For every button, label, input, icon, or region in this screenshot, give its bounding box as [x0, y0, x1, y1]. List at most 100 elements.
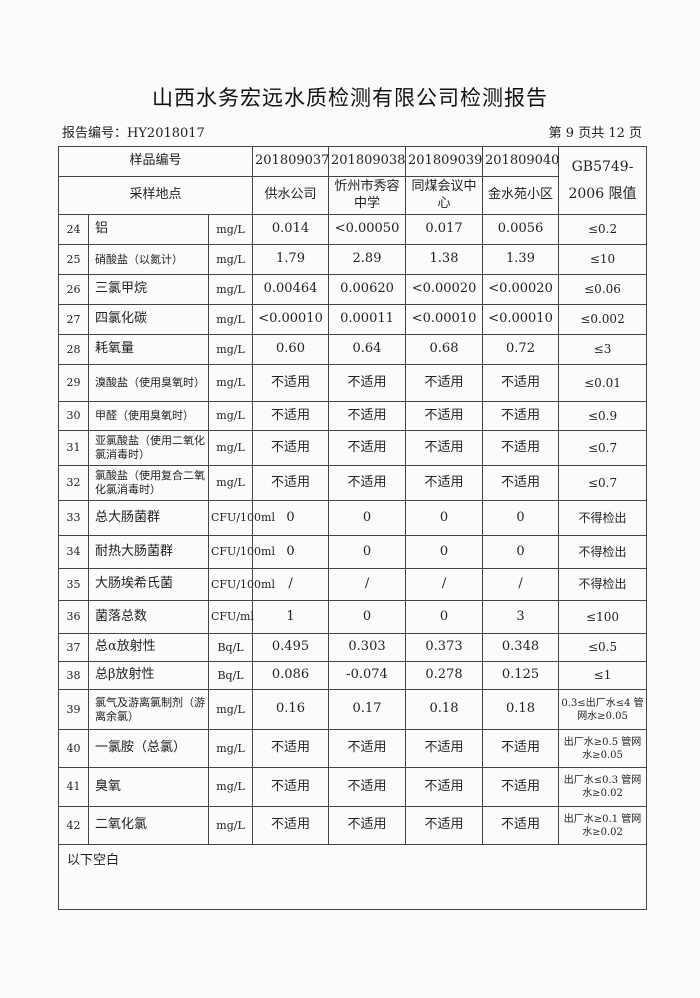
result-value: 3 — [482, 600, 560, 634]
result-value: <0.00010 — [482, 304, 560, 335]
item-unit: mg/L — [207, 767, 254, 807]
limit-value: ≤3 — [558, 334, 648, 365]
item-name: 亚氯酸盐（使用二氧化氯消毒时） — [88, 430, 209, 466]
item-name: 菌落总数 — [88, 600, 209, 634]
table-row: 33 总大肠菌群 CFU/100ml 0 0 0 0 不得检出 — [58, 500, 648, 536]
item-unit: mg/L — [207, 334, 254, 365]
item-unit: mg/L — [207, 274, 254, 305]
result-value: 不适用 — [482, 767, 560, 807]
sample-no: 201809038 — [328, 146, 407, 177]
item-number: 26 — [58, 274, 89, 305]
result-value: 不适用 — [328, 401, 407, 431]
item-unit: mg/L — [207, 244, 254, 275]
item-unit: CFU/100ml — [207, 500, 275, 536]
result-value: <0.00010 — [405, 304, 484, 335]
result-value: 不适用 — [328, 430, 407, 466]
result-value: 0.17 — [328, 689, 407, 730]
item-unit: CFU/ml — [207, 600, 254, 634]
table-row: 32 氯酸盐（使用复合二氧化氯消毒时） mg/L 不适用 不适用 不适用 不适用 ≤0.7 — [58, 465, 648, 501]
result-value: 0 — [328, 535, 407, 569]
item-number: 28 — [58, 334, 89, 365]
limit-value: 不得检出 — [558, 500, 648, 536]
result-value: 不适用 — [405, 430, 484, 466]
item-number: 40 — [58, 729, 89, 768]
result-value: 不适用 — [328, 767, 407, 807]
result-value: 0.278 — [405, 661, 484, 690]
item-number: 42 — [58, 806, 89, 845]
note-row: 以下空白 — [57, 844, 648, 910]
result-value: 不适用 — [252, 465, 330, 501]
result-value: 2.89 — [328, 244, 407, 275]
limit-value: 0.3≤出厂水≤4 管网水≥0.05 — [558, 689, 648, 730]
table-row: 39 氯气及游离氯制剂（游离余氯） mg/L 0.16 0.17 0.18 0.18 0.3≤… — [58, 689, 648, 730]
result-value: 不适用 — [328, 364, 407, 402]
limit-header: GB5749-2006 限值 — [558, 146, 648, 215]
result-value: 0.017 — [405, 214, 484, 245]
table-row: 41 臭氧 mg/L 不适用 不适用 不适用 不适用 出厂水≤0.3 管网水≥0.02 — [58, 767, 648, 807]
result-value: 不适用 — [405, 767, 484, 807]
item-unit: mg/L — [207, 364, 254, 402]
result-value: 0.18 — [405, 689, 484, 730]
table-row: 29 溴酸盐（使用臭氧时） mg/L 不适用 不适用 不适用 不适用 ≤0.01 — [58, 364, 648, 402]
limit-value: 不得检出 — [558, 535, 648, 569]
location-label: 采样地点 — [57, 176, 254, 215]
item-unit: CFU/100ml — [207, 535, 275, 569]
item-unit: mg/L — [207, 304, 254, 335]
location: 忻州市秀容中学 — [328, 176, 407, 215]
item-name: 铝 — [88, 214, 209, 245]
item-unit: CFU/100ml — [207, 568, 275, 601]
result-value: 不适用 — [482, 430, 560, 466]
item-name: 耐热大肠菌群 — [88, 535, 209, 569]
item-number: 24 — [58, 214, 89, 245]
item-unit: mg/L — [207, 806, 254, 845]
table-row: 28 耗氧量 mg/L 0.60 0.64 0.68 0.72 ≤3 — [58, 334, 648, 365]
result-value: 1 — [252, 600, 330, 634]
result-value: 不适用 — [482, 364, 560, 402]
result-value: 不适用 — [482, 465, 560, 501]
item-name: 硝酸盐（以氮计） — [88, 244, 209, 275]
result-value: 不适用 — [482, 729, 560, 768]
item-number: 32 — [58, 465, 89, 501]
result-value: 0.373 — [405, 633, 484, 662]
result-value: 0.348 — [482, 633, 560, 662]
result-value: 0 — [328, 500, 407, 536]
item-number: 33 — [58, 500, 89, 536]
result-value: 0 — [405, 600, 484, 634]
item-unit: mg/L — [207, 729, 254, 768]
result-value: <0.00020 — [405, 274, 484, 305]
result-value: 0.00464 — [252, 274, 330, 305]
item-name: 一氯胺（总氯） — [88, 729, 209, 768]
limit-value: ≤1 — [558, 661, 648, 690]
limit-value: ≤0.002 — [558, 304, 648, 335]
sample-no-row: 样品编号 201809037 201809038 201809039 20180… — [57, 146, 648, 215]
table-row: 40 一氯胺（总氯） mg/L 不适用 不适用 不适用 不适用 出厂水≥0.5 管网水≥0.0… — [58, 729, 648, 768]
report-number: 报告编号：HY2018017 — [62, 126, 205, 141]
result-value: 0.0056 — [482, 214, 560, 245]
page-info: 第 9 页共 12 页 — [548, 126, 642, 141]
item-number: 34 — [58, 535, 89, 569]
item-number: 38 — [58, 661, 89, 690]
limit-value: ≤10 — [558, 244, 648, 275]
table-row: 38 总β放射性 Bq/L 0.086 -0.074 0.278 0.125 ≤1 — [58, 661, 648, 690]
item-number: 35 — [58, 568, 89, 601]
result-value: <0.00050 — [328, 214, 407, 245]
item-unit: mg/L — [207, 214, 254, 245]
result-value: <0.00010 — [252, 304, 330, 335]
result-value: 不适用 — [328, 806, 407, 845]
table-row: 24 铝 mg/L 0.014 <0.00050 0.017 0.0056 ≤0.2 — [58, 214, 648, 245]
item-number: 41 — [58, 767, 89, 807]
result-value: 不适用 — [252, 430, 330, 466]
note-text: 以下空白 — [57, 844, 648, 910]
result-value: 不适用 — [252, 729, 330, 768]
result-value: 不适用 — [405, 465, 484, 501]
limit-value: ≤0.01 — [558, 364, 648, 402]
result-value: 0.16 — [252, 689, 330, 730]
result-value: 0 — [482, 535, 560, 569]
result-value: 0 — [482, 500, 560, 536]
item-number: 31 — [58, 430, 89, 466]
table-row: 30 甲醛（使用臭氧时） mg/L 不适用 不适用 不适用 不适用 ≤0.9 — [58, 401, 648, 431]
result-value: 1.38 — [405, 244, 484, 275]
sample-no: 201809037 — [252, 146, 329, 177]
result-value: 不适用 — [482, 401, 560, 431]
result-value: -0.074 — [328, 661, 407, 690]
